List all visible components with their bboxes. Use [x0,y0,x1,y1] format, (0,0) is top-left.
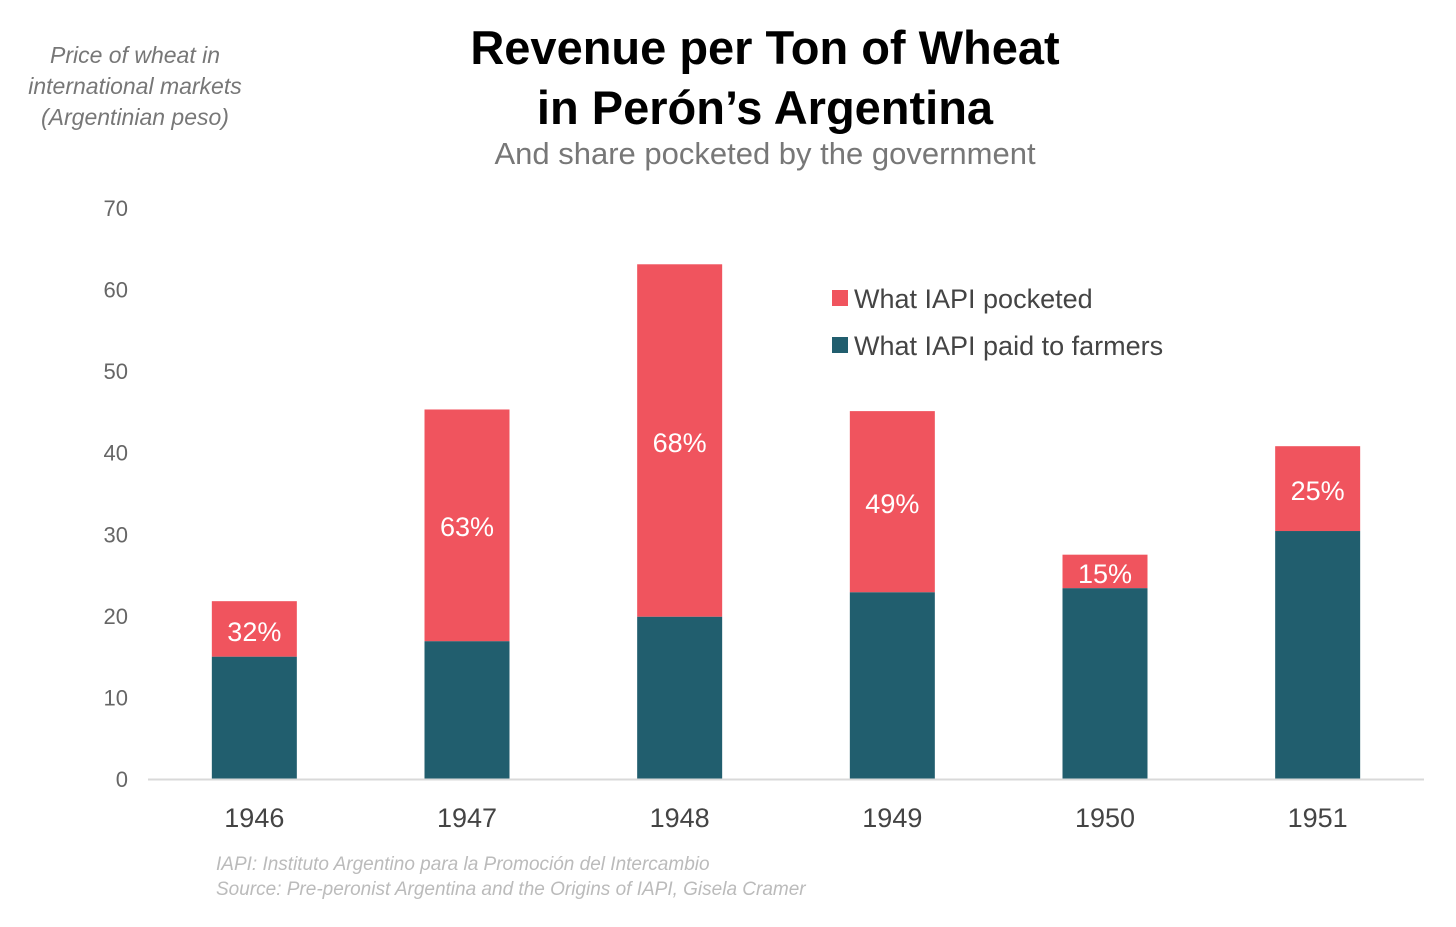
data-label: 49% [865,489,919,519]
chart-subtitle: And share pocketed by the government [494,136,1036,171]
chart-title: Revenue per Ton of Wheat in Perón’s Arge… [380,18,1150,138]
bar-paid-to-farmers [211,656,297,779]
y-tick-label: 0 [116,767,128,792]
y-axis-label-line: Price of wheat in [49,42,221,68]
bar-iapi-pocketed [1275,446,1361,532]
y-tick-label: 40 [104,441,128,466]
footnote-source: Source: Pre-peronist Argentina and the O… [216,879,806,900]
bar-iapi-pocketed [424,409,510,642]
chart-title-line: in Perón’s Argentina [536,81,994,134]
y-tick-label: 20 [104,604,128,629]
x-tick-label: 1946 [224,803,284,833]
data-label: 63% [440,512,494,542]
x-tick-label: 1949 [862,803,922,833]
data-label: 68% [653,428,707,458]
bar-paid-to-farmers [1062,588,1148,779]
bar-paid-to-farmers [424,641,510,779]
bar-iapi-pocketed [849,411,935,593]
y-axis-label-line: international markets [28,73,242,99]
legend-swatch [832,337,848,353]
y-tick-label: 30 [104,522,128,547]
y-tick-label: 60 [104,278,128,303]
bar-paid-to-farmers [637,616,723,779]
footnote-iapi: IAPI: Instituto Argentino para la Promoc… [216,854,710,875]
x-tick-label: 1947 [437,803,497,833]
x-tick-label: 1950 [1075,803,1135,833]
legend-label: What IAPI paid to farmers [854,331,1163,361]
data-label: 15% [1078,559,1132,589]
bar-paid-to-farmers [1275,531,1361,779]
data-label: 25% [1291,476,1345,506]
y-axis-label: Price of wheat in international markets … [10,40,260,133]
x-tick-label: 1948 [650,803,710,833]
y-tick-label: 70 [104,196,128,221]
x-tick-label: 1951 [1288,803,1348,833]
footnotes: IAPI: Instituto Argentino para la Promoc… [216,852,806,902]
bar-iapi-pocketed [637,264,723,617]
bar-iapi-pocketed [211,601,297,657]
legend-label: What IAPI pocketed [854,284,1093,314]
y-tick-label: 10 [104,685,128,710]
data-label: 32% [227,617,281,647]
chart-title-line: Revenue per Ton of Wheat [470,21,1060,74]
y-tick-label: 50 [104,359,128,384]
y-axis-label-line: (Argentinian peso) [41,104,229,130]
bar-iapi-pocketed [1062,554,1148,589]
legend-swatch [832,290,848,306]
bar-paid-to-farmers [849,592,935,779]
